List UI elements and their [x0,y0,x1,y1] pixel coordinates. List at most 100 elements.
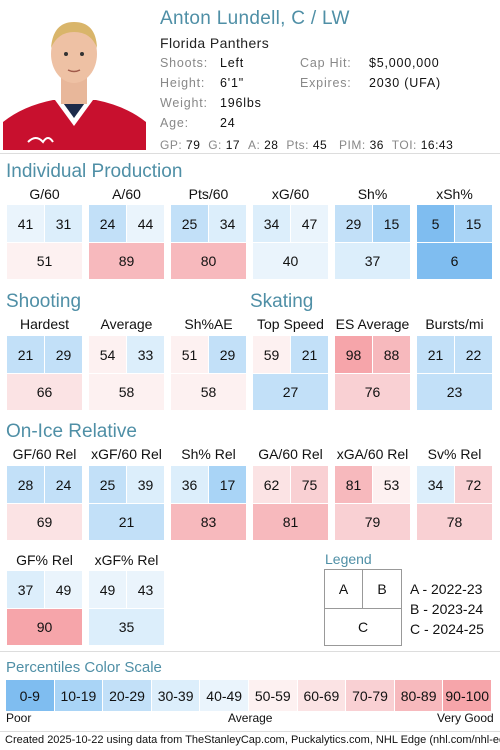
metric-box-sv-rel: 34 72 78 [417,466,492,540]
scale-cell: 90-100 [443,680,491,711]
metric-cell-c: 69 [7,504,82,540]
metric-cell-b: 15 [455,205,492,242]
metric-cell-b: 33 [127,336,164,373]
scale-cell: 0-9 [6,680,54,711]
metric-cell-b: 47 [291,205,328,242]
metric-cell-a: 29 [335,205,372,242]
section-individual: Individual Production [6,161,183,182]
metric-cell-b: 39 [127,466,164,503]
metric-cell-a: 34 [417,466,454,503]
metric-box-a-60: 24 44 89 [89,205,164,279]
legend-c-text: C - 2024-25 [410,621,484,637]
metric-cell-b: 72 [455,466,492,503]
metric-box-xga-60-rel: 81 53 79 [335,466,410,540]
metric-label-average: Average [100,316,153,332]
metric-label-xg-60: xG/60 [271,186,310,202]
metric-cell-c: 90 [7,609,82,645]
legend-box-c: C [324,608,402,646]
metric-box-sh-rel: 36 17 83 [171,466,246,540]
metric-label-sh: Sh% [357,186,388,202]
metric-label-sh-ae: Sh%AE [184,316,233,332]
metric-label-a-60: A/60 [112,186,141,202]
metric-cell-a: 28 [7,466,44,503]
metric-cell-c: 51 [7,243,82,279]
metric-cell-a: 36 [171,466,208,503]
scale-poor: Poor [6,711,32,725]
header-divider [0,153,500,154]
scale-title: Percentiles Color Scale [6,659,162,676]
metric-cell-a: 37 [7,571,44,608]
metric-cell-b: 29 [45,336,82,373]
metric-label-g-60: G/60 [29,186,60,202]
metric-cell-b: 31 [45,205,82,242]
scale-cell: 60-69 [297,680,346,711]
metric-box-es-average: 98 88 76 [335,336,410,410]
metric-cell-b: 22 [455,336,492,373]
metric-cell-a: 54 [89,336,126,373]
footer-credit: Created 2025-10-22 using data from TheSt… [5,734,500,746]
metric-label-pts-60: Pts/60 [188,186,229,202]
metric-box-sh: 29 15 37 [335,205,410,279]
metric-box-xg-60: 34 47 40 [253,205,328,279]
scale-very-good: Very Good [437,711,494,725]
metric-label-es-average: ES Average [335,316,410,332]
metric-cell-a: 49 [89,571,126,608]
metric-cell-b: 34 [209,205,246,242]
metric-box-xgf-rel: 49 43 35 [89,571,164,645]
metric-cell-c: 35 [89,609,164,645]
metric-cell-c: 58 [89,374,164,410]
metric-cell-a: 98 [335,336,372,373]
player-name: Anton Lundell, C / LW [160,8,350,29]
metric-cell-c: 6 [417,243,492,279]
metric-cell-c: 27 [253,374,328,410]
metric-cell-a: 21 [7,336,44,373]
player-photo [3,14,146,150]
metric-box-gf-rel: 37 49 90 [7,571,82,645]
legend-b-text: B - 2023-24 [410,601,484,617]
metric-cell-b: 49 [45,571,82,608]
age-row: Age: 24 [160,116,236,130]
metric-label-bursts-mi: Bursts/mi [425,316,484,332]
metric-label-gf-60-rel: GF/60 Rel [12,446,77,462]
metric-box-hardest: 21 29 66 [7,336,82,410]
scale-cell: 50-59 [249,680,297,711]
metric-label-hardest: Hardest [19,316,70,332]
metric-cell-b: 43 [127,571,164,608]
scale-cell: 40-49 [200,680,248,711]
metric-label-xsh: xSh% [436,186,473,202]
legend-box-a: A [324,569,363,609]
metric-cell-b: 53 [373,466,410,503]
metric-box-pts-60: 25 34 80 [171,205,246,279]
scale-cell: 30-39 [151,680,200,711]
metric-label-gf-rel: GF% Rel [16,552,73,568]
team-name: Florida Panthers [160,35,270,51]
metric-box-xsh: 5 15 6 [417,205,492,279]
metric-cell-c: 89 [89,243,164,279]
metric-cell-a: 34 [253,205,290,242]
legend-a-text: A - 2022-23 [410,581,483,597]
legend-box-b: B [362,569,402,609]
metric-cell-a: 41 [7,205,44,242]
metric-box-bursts-mi: 21 22 23 [417,336,492,410]
metric-box-top-speed: 59 21 27 [253,336,328,410]
metric-box-gf-60-rel: 28 24 69 [7,466,82,540]
metric-label-xga-60-rel: xGA/60 Rel [336,446,409,462]
weight-row: Weight: 196lbs [160,96,262,110]
metric-cell-a: 21 [417,336,454,373]
metric-label-xgf-rel: xGF% Rel [94,552,159,568]
metric-box-average: 54 33 58 [89,336,164,410]
height-row: Height: 6'1" [160,76,244,90]
metric-box-xgf-60-rel: 25 39 21 [89,466,164,540]
scale-cell: 20-29 [103,680,151,711]
metric-cell-a: 81 [335,466,372,503]
metric-cell-c: 76 [335,374,410,410]
metric-label-ga-60-rel: GA/60 Rel [258,446,323,462]
metric-label-sv-rel: Sv% Rel [427,446,482,462]
metric-cell-c: 80 [171,243,246,279]
section-onice: On-Ice Relative [6,421,137,442]
scale-cell: 80-89 [394,680,443,711]
scale-divider [0,651,500,652]
metric-cell-c: 66 [7,374,82,410]
metric-box-g-60: 41 31 51 [7,205,82,279]
metric-cell-b: 24 [45,466,82,503]
